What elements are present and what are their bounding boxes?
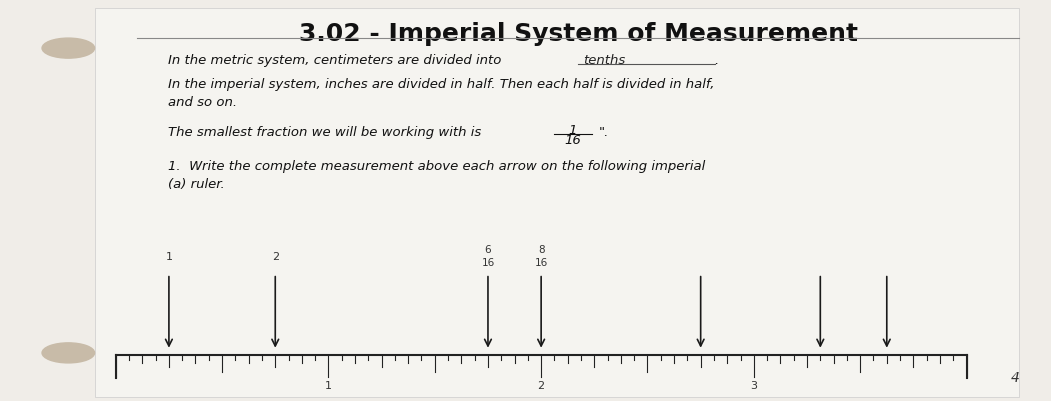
Text: The smallest fraction we will be working with is: The smallest fraction we will be working… [168, 126, 481, 139]
Text: 1: 1 [569, 124, 577, 137]
Text: 8: 8 [538, 245, 544, 255]
Text: 3.02 - Imperial System of Measurement: 3.02 - Imperial System of Measurement [298, 22, 858, 46]
Text: and so on.: and so on. [168, 96, 238, 109]
Text: 1: 1 [165, 252, 172, 262]
Text: 16: 16 [564, 134, 581, 147]
Text: 16: 16 [481, 257, 495, 267]
Text: ".: ". [599, 126, 610, 139]
FancyBboxPatch shape [95, 8, 1019, 397]
Text: 1.  Write the complete measurement above each arrow on the following imperial: 1. Write the complete measurement above … [168, 160, 705, 173]
Text: 4: 4 [1011, 371, 1019, 385]
Text: 2: 2 [272, 252, 279, 262]
Text: In the metric system, centimeters are divided into: In the metric system, centimeters are di… [168, 54, 506, 67]
Text: 1: 1 [325, 381, 332, 391]
Text: In the imperial system, inches are divided in half. Then each half is divided in: In the imperial system, inches are divid… [168, 78, 715, 91]
Text: 6: 6 [485, 245, 491, 255]
Circle shape [42, 343, 95, 363]
Text: 3: 3 [750, 381, 758, 391]
Text: 2: 2 [537, 381, 544, 391]
Text: 16: 16 [535, 257, 548, 267]
Text: tenths: tenths [583, 54, 625, 67]
Text: (a) ruler.: (a) ruler. [168, 178, 225, 191]
Circle shape [42, 38, 95, 58]
Text: .: . [715, 54, 719, 67]
